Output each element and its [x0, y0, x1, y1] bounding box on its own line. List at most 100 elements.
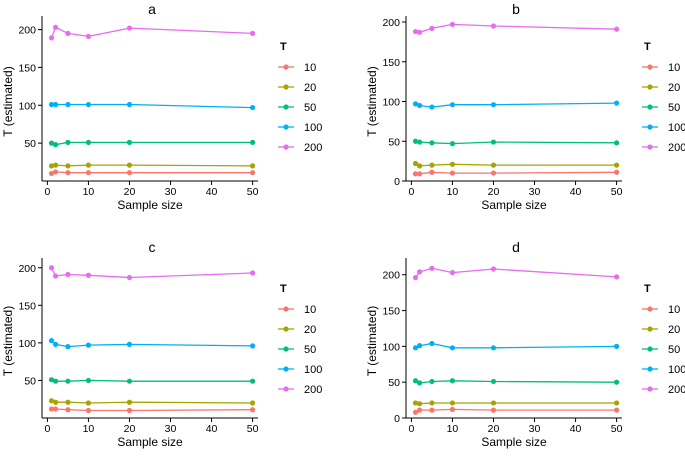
data-point-100: [490, 102, 497, 108]
data-point-100: [412, 345, 419, 351]
data-point-20: [126, 399, 133, 405]
data-point-50: [85, 377, 92, 384]
series-line-10: [51, 171, 253, 175]
data-point-50: [85, 139, 92, 145]
data-point-100: [53, 101, 59, 108]
series-line-10: [51, 408, 253, 412]
legend-label-50: 50: [304, 102, 316, 114]
data-point-20: [412, 160, 419, 167]
data-point-10: [126, 170, 133, 176]
series-line-100: [415, 342, 617, 349]
data-point-200: [614, 26, 620, 32]
data-point-20: [449, 400, 456, 406]
x-tick-label: 0: [44, 186, 50, 198]
data-point-200: [490, 266, 497, 272]
data-point-50: [429, 140, 435, 146]
series-line-20: [51, 400, 253, 404]
data-point-20: [614, 162, 620, 168]
data-point-50: [126, 139, 133, 145]
data-point-50: [65, 378, 71, 384]
data-point-20: [126, 162, 133, 168]
data-point-50: [48, 140, 55, 146]
data-point-10: [412, 171, 419, 177]
data-point-20: [65, 399, 71, 405]
x-tick-label: 30: [529, 423, 541, 435]
data-point-200: [412, 28, 419, 35]
x-axis-label: Sample size: [481, 198, 547, 212]
chart-title: a: [148, 1, 156, 17]
data-point-10: [429, 407, 435, 413]
x-tick-label: 50: [611, 423, 623, 435]
data-point-100: [65, 101, 71, 108]
x-tick-label: 0: [44, 423, 50, 435]
data-point-100: [85, 101, 92, 108]
data-point-50: [449, 141, 456, 147]
legend-marker-100: [283, 366, 289, 372]
data-point-100: [126, 341, 133, 347]
x-tick-label: 50: [611, 186, 623, 198]
legend-label-20: 20: [304, 82, 316, 94]
data-point-50: [614, 140, 620, 146]
data-point-200: [53, 273, 59, 279]
legend-marker-100: [283, 124, 289, 130]
legend-label-20: 20: [668, 82, 680, 94]
x-tick-label: 20: [488, 186, 500, 198]
y-axis-label: T (estimated): [1, 306, 15, 376]
x-tick-label: 30: [165, 186, 177, 198]
data-point-10: [417, 407, 423, 413]
data-point-200: [85, 33, 92, 39]
data-point-10: [53, 406, 59, 412]
data-point-200: [614, 274, 620, 280]
panel-a: a 0 10 20 30 40 50 50 100 150 200 Sample size T (est…: [1, 1, 322, 212]
legend-label-20: 20: [668, 324, 680, 336]
series-line-100: [51, 103, 253, 109]
data-point-20: [490, 400, 497, 406]
series-line-200: [415, 23, 617, 33]
legend-title: T: [644, 41, 651, 53]
legend-label-100: 100: [668, 364, 685, 376]
legend-label-200: 200: [304, 384, 322, 396]
series-line-50: [415, 380, 617, 384]
legend-marker-10: [283, 64, 289, 70]
legend-marker-10: [283, 306, 289, 312]
data-point-100: [126, 101, 133, 108]
data-point-50: [417, 139, 423, 145]
data-point-10: [449, 170, 456, 176]
data-point-50: [490, 139, 497, 145]
legend-marker-50: [647, 104, 653, 110]
legend-label-200: 200: [304, 142, 322, 154]
data-point-10: [85, 407, 92, 414]
data-point-200: [412, 275, 419, 281]
data-point-50: [429, 378, 435, 385]
data-point-50: [490, 378, 497, 385]
series-line-200: [50, 26, 253, 39]
data-point-200: [48, 265, 55, 271]
data-point-20: [429, 162, 435, 168]
data-point-10: [126, 407, 133, 414]
data-point-50: [48, 377, 55, 383]
data-point-10: [417, 171, 423, 177]
data-point-200: [429, 265, 435, 271]
chart-title: b: [512, 1, 520, 17]
series-line-10: [415, 408, 617, 413]
data-point-10: [429, 169, 435, 175]
x-tick-label: 10: [447, 423, 459, 435]
data-point-50: [417, 380, 423, 386]
chart-title: c: [149, 239, 156, 255]
legend-marker-50: [647, 346, 653, 352]
series-line-50: [51, 141, 253, 146]
x-axis-label: Sample size: [117, 435, 183, 449]
series-line-20: [51, 164, 253, 167]
series-line-20: [415, 162, 617, 167]
data-point-20: [490, 162, 497, 168]
y-tick-label: 0: [394, 413, 400, 425]
data-point-20: [429, 400, 435, 406]
legend-label-50: 50: [668, 344, 680, 356]
legend-marker-10: [647, 306, 653, 312]
y-tick-label: 200: [18, 263, 36, 275]
data-point-200: [65, 271, 71, 278]
legend-label-20: 20: [304, 324, 316, 336]
data-point-100: [614, 100, 620, 106]
data-point-100: [250, 104, 256, 111]
data-point-50: [53, 378, 59, 384]
